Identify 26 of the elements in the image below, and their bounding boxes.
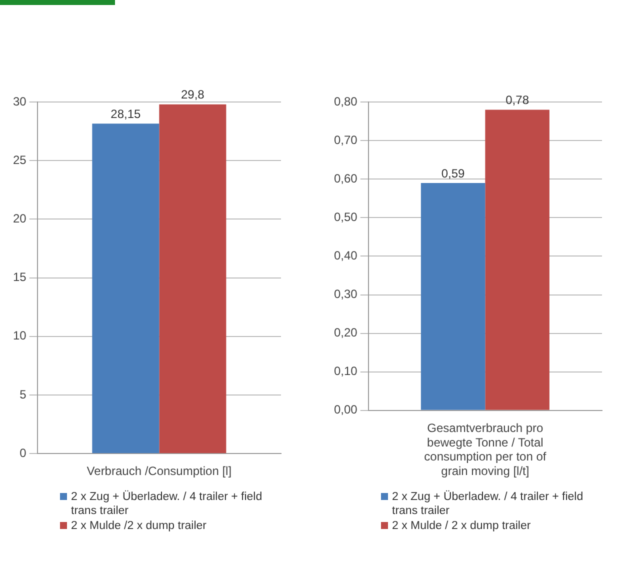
y-tick-label: 0,70 xyxy=(334,132,358,147)
y-tick-label: 0,20 xyxy=(334,326,358,340)
y-tick-label: 0,50 xyxy=(334,210,358,224)
legend-label: 2 x Zug + Überladew. / 4 trailer + field trans trailer xyxy=(392,490,584,518)
y-tick-label: 0,30 xyxy=(334,287,358,302)
legend-label: 2 x Mulde /2 x dump trailer xyxy=(71,519,208,533)
y-tick-label: 10 xyxy=(12,328,27,343)
data-label: 28,15 xyxy=(110,106,142,121)
legend-label: 2 x Zug + Überladew. / 4 trailer + field trans trailer xyxy=(71,490,264,518)
y-tick-label: 0,10 xyxy=(334,364,358,378)
y-tick-label: 20 xyxy=(12,212,27,226)
y-tick-label: 0,40 xyxy=(334,248,358,263)
x-tick-label: Gesamtverbrauch pro bewegte Tonne / Total consumption per ton of grain moving [l/t] xyxy=(424,420,547,478)
data-label: 0,59 xyxy=(441,166,466,180)
y-tick-label: 0,00 xyxy=(334,402,358,417)
y-tick-label: 0,80 xyxy=(334,94,358,108)
y-tick-label: 15 xyxy=(12,270,27,284)
y-tick-label: 0 xyxy=(20,446,27,460)
y-tick-label: 25 xyxy=(12,152,27,167)
y-tick-label: 30 xyxy=(12,94,27,108)
legend-label: 2 x Mulde / 2 x dump trailer xyxy=(392,519,532,533)
y-tick-label: 0,60 xyxy=(334,171,358,186)
data-label: 0,78 xyxy=(506,93,530,108)
data-label: 29,8 xyxy=(180,88,205,102)
x-tick-label: Verbrauch /Consumption [l] xyxy=(86,464,232,478)
y-tick-label: 5 xyxy=(20,387,27,402)
